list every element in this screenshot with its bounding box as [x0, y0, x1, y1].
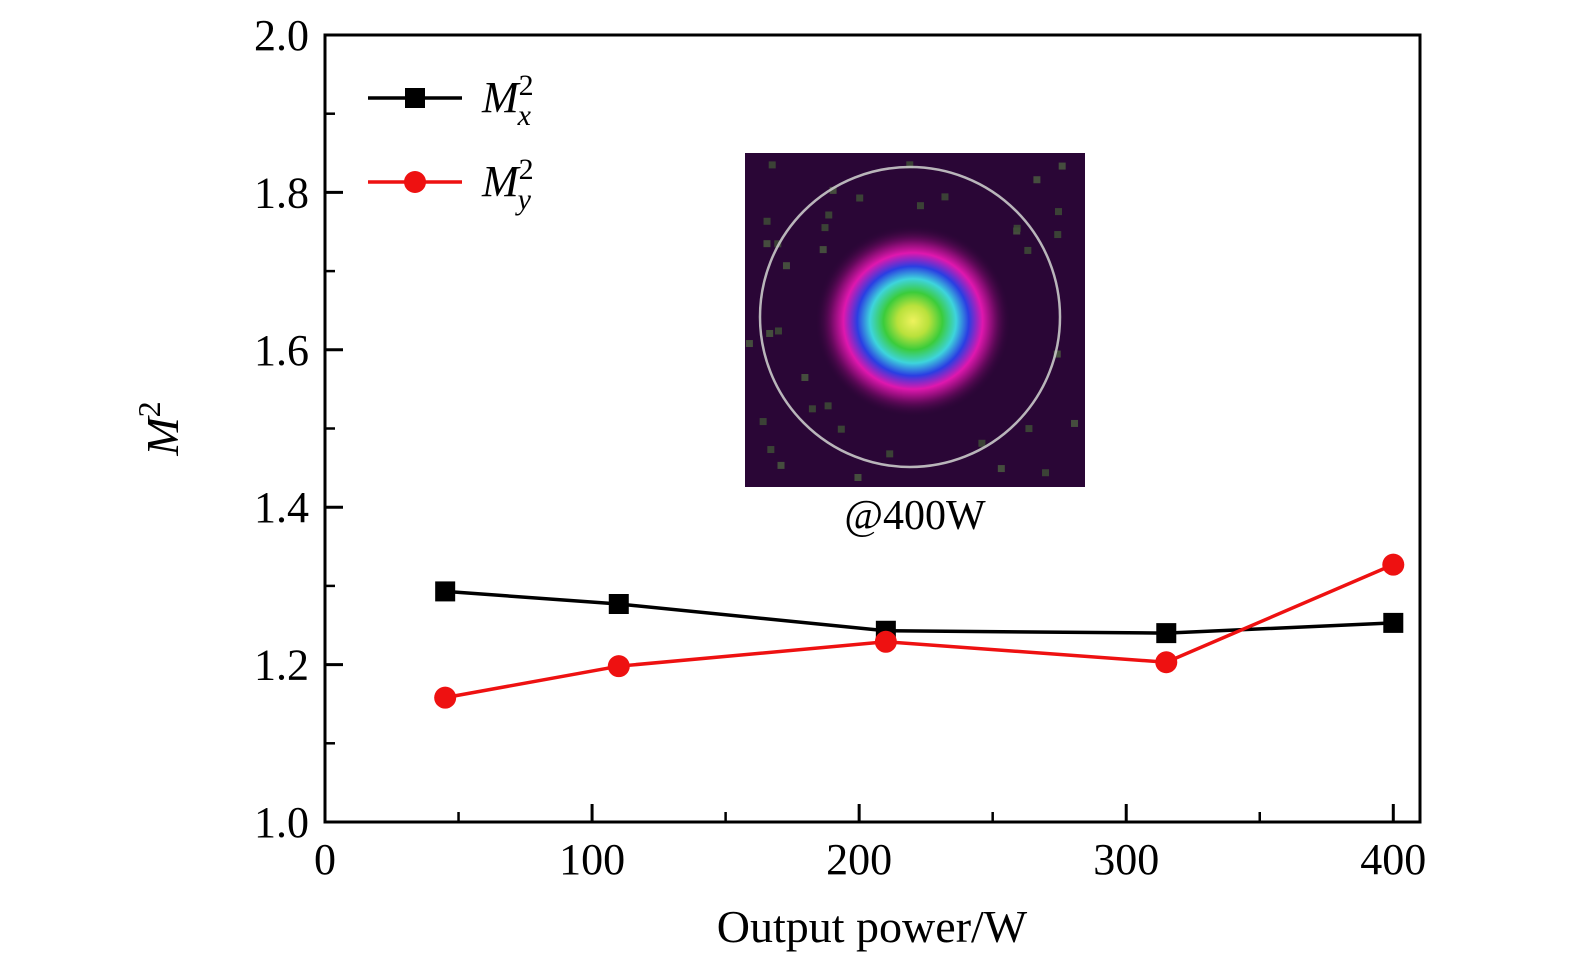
y-axis-label: M2 [131, 401, 188, 456]
noise-speckle [808, 405, 816, 413]
noise-speckle [886, 450, 894, 458]
noise-speckle [1053, 350, 1061, 358]
noise-speckle [759, 418, 767, 426]
y-tick-label: 1.0 [254, 798, 309, 847]
noise-speckle [777, 461, 785, 469]
noise-speckle [854, 474, 862, 482]
beam-profile-image [745, 153, 1085, 487]
noise-speckle [941, 193, 949, 201]
y-tick-label: 2.0 [254, 11, 309, 60]
beam-profile-inset [745, 153, 1085, 487]
noise-speckle [1024, 246, 1032, 254]
noise-speckle [837, 425, 845, 433]
y-tick-label: 1.8 [254, 168, 309, 217]
noise-speckle [916, 202, 924, 210]
data-point-circle [434, 686, 457, 709]
y-tick-label: 1.4 [254, 483, 309, 532]
noise-speckle [1033, 176, 1041, 184]
noise-speckle [821, 224, 829, 232]
data-point-circle [1382, 553, 1405, 576]
legend-marker-circle [404, 171, 426, 193]
beam-spot [815, 225, 1011, 417]
noise-speckle [856, 194, 864, 202]
data-point-square [1383, 612, 1404, 633]
beam-noise-speckles [745, 161, 1079, 482]
y-tick-label: 1.2 [254, 641, 309, 690]
data-point-square [1156, 623, 1177, 644]
legend-marker-square [405, 88, 425, 108]
noise-speckle [1025, 425, 1033, 433]
noise-speckle [763, 217, 771, 225]
series-My2 [434, 553, 1405, 709]
noise-speckle [774, 327, 782, 335]
noise-speckle [1013, 224, 1021, 232]
noise-speckle [745, 340, 753, 348]
x-tick-label: 400 [1360, 835, 1426, 884]
noise-speckle [763, 240, 771, 248]
noise-speckle [767, 446, 775, 454]
noise-speckle [824, 402, 832, 410]
data-point-square [435, 581, 456, 602]
legend-label: M2 x [481, 69, 534, 132]
noise-speckle [819, 246, 827, 254]
data-point-circle [1155, 651, 1178, 674]
noise-speckle [1054, 208, 1062, 216]
noise-speckle [1058, 162, 1066, 170]
x-axis-label: Output power/W [717, 901, 1028, 952]
noise-speckle [1071, 419, 1079, 427]
noise-speckle [766, 329, 774, 337]
axis-ticks [323, 33, 1395, 824]
noise-speckle [906, 161, 914, 169]
noise-speckle [1042, 469, 1050, 477]
data-point-circle [607, 655, 630, 678]
x-tick-label: 0 [314, 835, 336, 884]
noise-speckle [782, 262, 790, 270]
noise-speckle [978, 439, 986, 447]
x-tick-label: 200 [826, 835, 892, 884]
legend: M2 xM2 y [368, 69, 534, 216]
y-tick-label: 1.6 [254, 326, 309, 375]
noise-speckle [768, 161, 776, 169]
aperture-circle [758, 165, 1062, 469]
legend-label: M2 y [481, 153, 534, 216]
noise-speckle [825, 211, 833, 219]
tick-labels: 0 100 200 300 400 1.0 1.2 1.4 1.6 1.8 2.0 [254, 11, 1426, 884]
noise-speckle [801, 374, 809, 382]
noise-speckle [829, 186, 837, 194]
data-point-circle [874, 630, 897, 653]
noise-speckle [1054, 231, 1062, 239]
data-point-square [608, 594, 629, 615]
x-tick-label: 300 [1093, 835, 1159, 884]
x-tick-label: 100 [559, 835, 625, 884]
series-Mx2 [435, 581, 1404, 644]
inset-caption: @400W [844, 493, 986, 539]
noise-speckle [997, 465, 1005, 473]
